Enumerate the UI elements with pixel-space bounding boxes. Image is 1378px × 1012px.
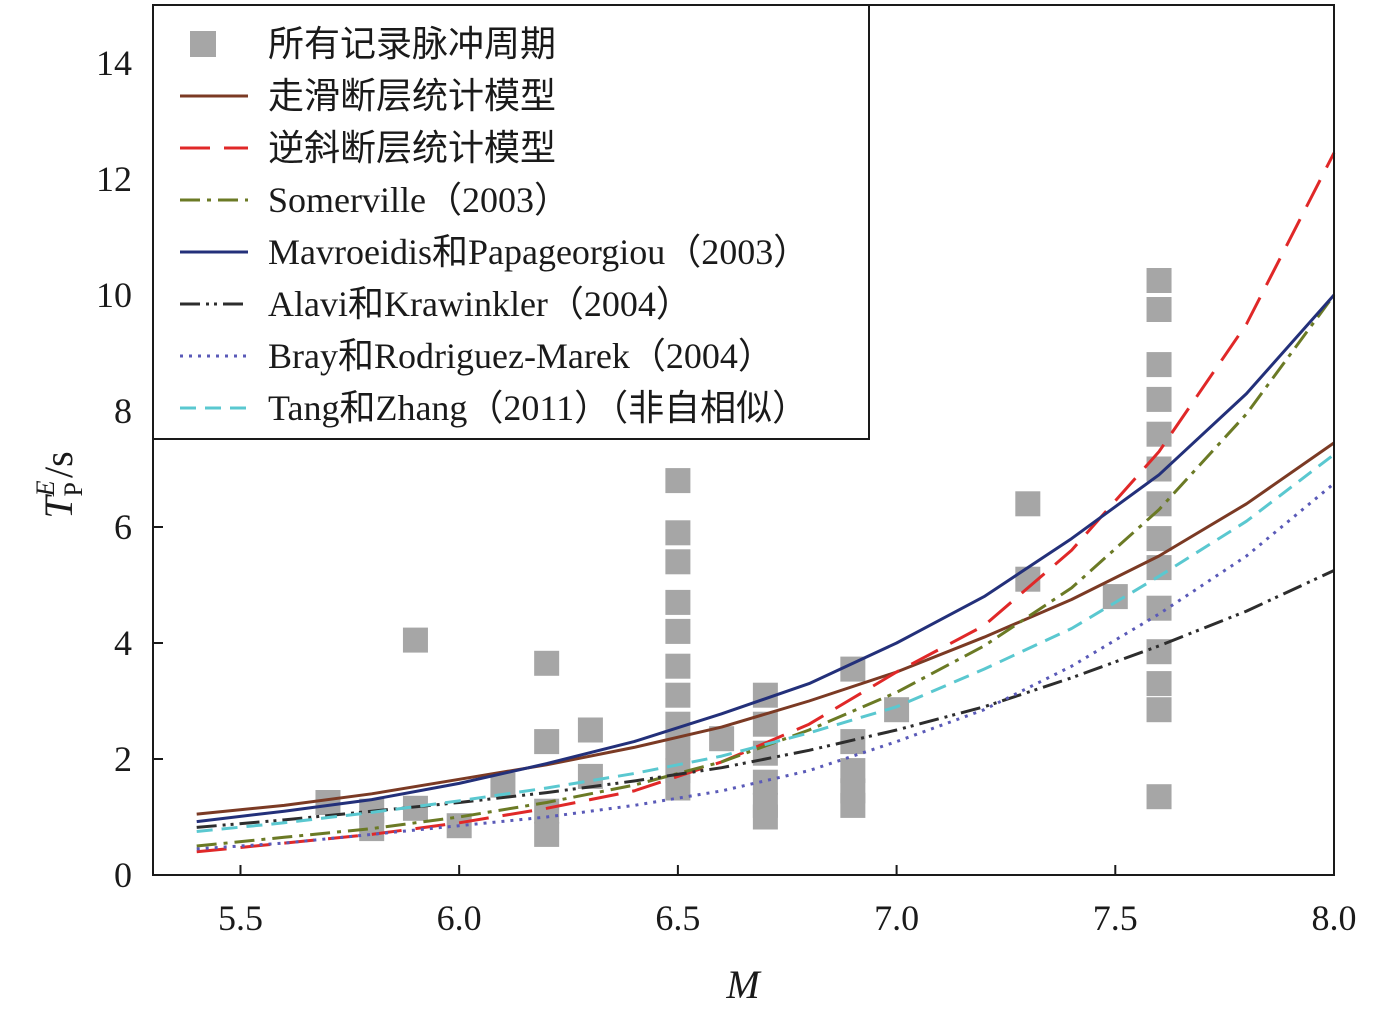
x-tick-label-5: 8.0 <box>1312 898 1357 938</box>
y-axis-title-superscript: E <box>31 480 60 497</box>
x-tick-label-2: 6.5 <box>655 898 700 938</box>
y-tick-label-0: 0 <box>114 855 132 895</box>
scatter-point-42 <box>1146 352 1172 378</box>
legend-label-2: Somerville（2003） <box>268 180 570 220</box>
legend-label-4: Alavi和Krawinkler（2004） <box>268 284 692 324</box>
legend-label-1: 逆斜断层统计模型 <box>268 128 556 168</box>
scatter-point-3 <box>402 627 428 653</box>
lines-layer <box>196 152 1336 854</box>
scatter-point-47 <box>1146 526 1172 552</box>
scatter-point-11 <box>577 717 603 743</box>
scatter-point-28 <box>752 769 778 795</box>
scatter-point-19 <box>665 682 691 708</box>
scatter-point-0 <box>315 790 341 815</box>
legend-label-3: Mavroeidis和Papageorgiou（2003） <box>268 232 809 272</box>
y-axis-title: TEP/s <box>31 451 88 518</box>
series-line-5 <box>196 482 1335 851</box>
scatter-point-23 <box>665 775 691 801</box>
scatter-point-53 <box>1146 784 1172 810</box>
y-axis-title-unit: /s <box>36 451 81 478</box>
x-tick-label-4: 7.5 <box>1093 898 1138 938</box>
scatter-point-16 <box>665 589 691 615</box>
y-tick-label-3: 6 <box>114 507 132 547</box>
y-tick-label-7: 14 <box>96 43 132 83</box>
legend-box <box>152 4 870 440</box>
series-line-0 <box>196 441 1335 816</box>
legend-label-6: Tang和Zhang（2011）（非自相似） <box>268 388 808 428</box>
scatter-point-40 <box>1146 268 1172 293</box>
y-tick-label-6: 12 <box>96 159 132 199</box>
scatter-point-46 <box>1146 491 1172 517</box>
x-tick-label-3: 7.0 <box>874 898 919 938</box>
scatter-point-13 <box>665 468 691 494</box>
scatter-point-17 <box>665 618 691 644</box>
y-tick-label-4: 8 <box>114 391 132 431</box>
legend-label-scatter: 所有记录脉冲周期 <box>268 24 556 64</box>
scatter-point-14 <box>665 520 691 546</box>
scatter-point-10 <box>534 821 560 847</box>
ticks-layer: 5.5 6.0 6.5 7.0 7.5 8.0 0 2 4 6 8 10 12 14 <box>96 43 1357 938</box>
y-tick-label-2: 4 <box>114 623 132 663</box>
scatter-point-7 <box>534 650 560 676</box>
scatter-point-52 <box>1146 697 1172 723</box>
x-axis-title: M <box>725 962 762 1007</box>
scatter-point-51 <box>1146 671 1172 697</box>
scatter-point-43 <box>1146 386 1172 412</box>
scatter-point-18 <box>665 653 691 679</box>
scatter-point-35 <box>840 792 866 818</box>
y-axis-title-main: T <box>36 494 81 519</box>
y-axis-title-subscript: P <box>59 482 88 496</box>
scatter-point-44 <box>1146 421 1172 447</box>
x-tick-label-1: 6.0 <box>437 898 482 938</box>
scatter-point-8 <box>534 729 560 755</box>
scatter-point-49 <box>1146 595 1172 621</box>
series-line-3 <box>196 294 1336 824</box>
scatter-point-41 <box>1146 297 1172 322</box>
x-tick-label-0: 5.5 <box>218 898 263 938</box>
legend-label-0: 走滑断层统计模型 <box>268 76 556 116</box>
svg-text:TEP/s: TEP/s <box>31 451 88 518</box>
y-tick-label-5: 10 <box>96 275 132 315</box>
scatter-point-37 <box>1015 491 1041 517</box>
legend-label-5: Bray和Rodriguez-Marek（2004） <box>268 336 774 376</box>
legend-swatch-scatter <box>190 31 216 57</box>
series-line-6 <box>196 453 1335 833</box>
scatter-point-15 <box>665 549 691 575</box>
y-tick-label-1: 2 <box>114 739 132 779</box>
scatter-point-30 <box>752 804 778 830</box>
